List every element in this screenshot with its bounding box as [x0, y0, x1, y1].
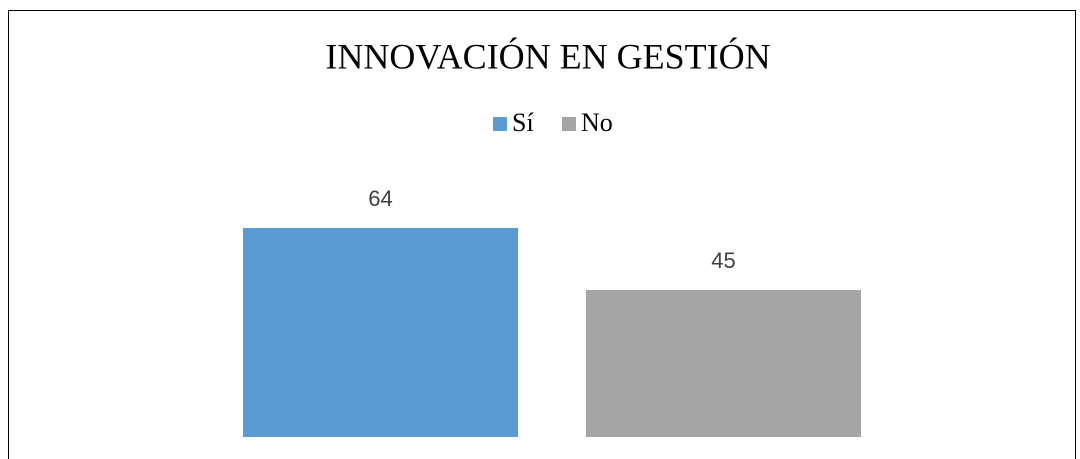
legend-swatch — [493, 117, 507, 131]
bar — [243, 227, 518, 437]
data-label: 64 — [368, 186, 392, 211]
legend-label: Sí — [512, 108, 534, 137]
chart-title: INNOVACIÓN EN GESTIÓN — [325, 36, 770, 76]
legend-swatch — [562, 117, 576, 131]
legend-label: No — [581, 108, 613, 137]
data-label: 45 — [711, 248, 735, 273]
chart-border — [8, 10, 1076, 459]
bar — [586, 290, 861, 437]
